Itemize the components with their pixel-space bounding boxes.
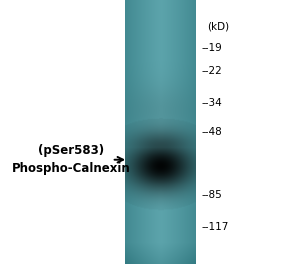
Text: (kD): (kD) [207, 21, 229, 31]
Text: --19: --19 [201, 43, 222, 53]
Text: (pSer583): (pSer583) [38, 144, 104, 157]
Text: --22: --22 [201, 66, 222, 76]
Text: Phospho-Calnexin: Phospho-Calnexin [12, 162, 130, 176]
Text: --117: --117 [201, 222, 229, 232]
Text: --85: --85 [201, 190, 222, 200]
Text: --48: --48 [201, 127, 222, 137]
Text: --34: --34 [201, 98, 222, 108]
